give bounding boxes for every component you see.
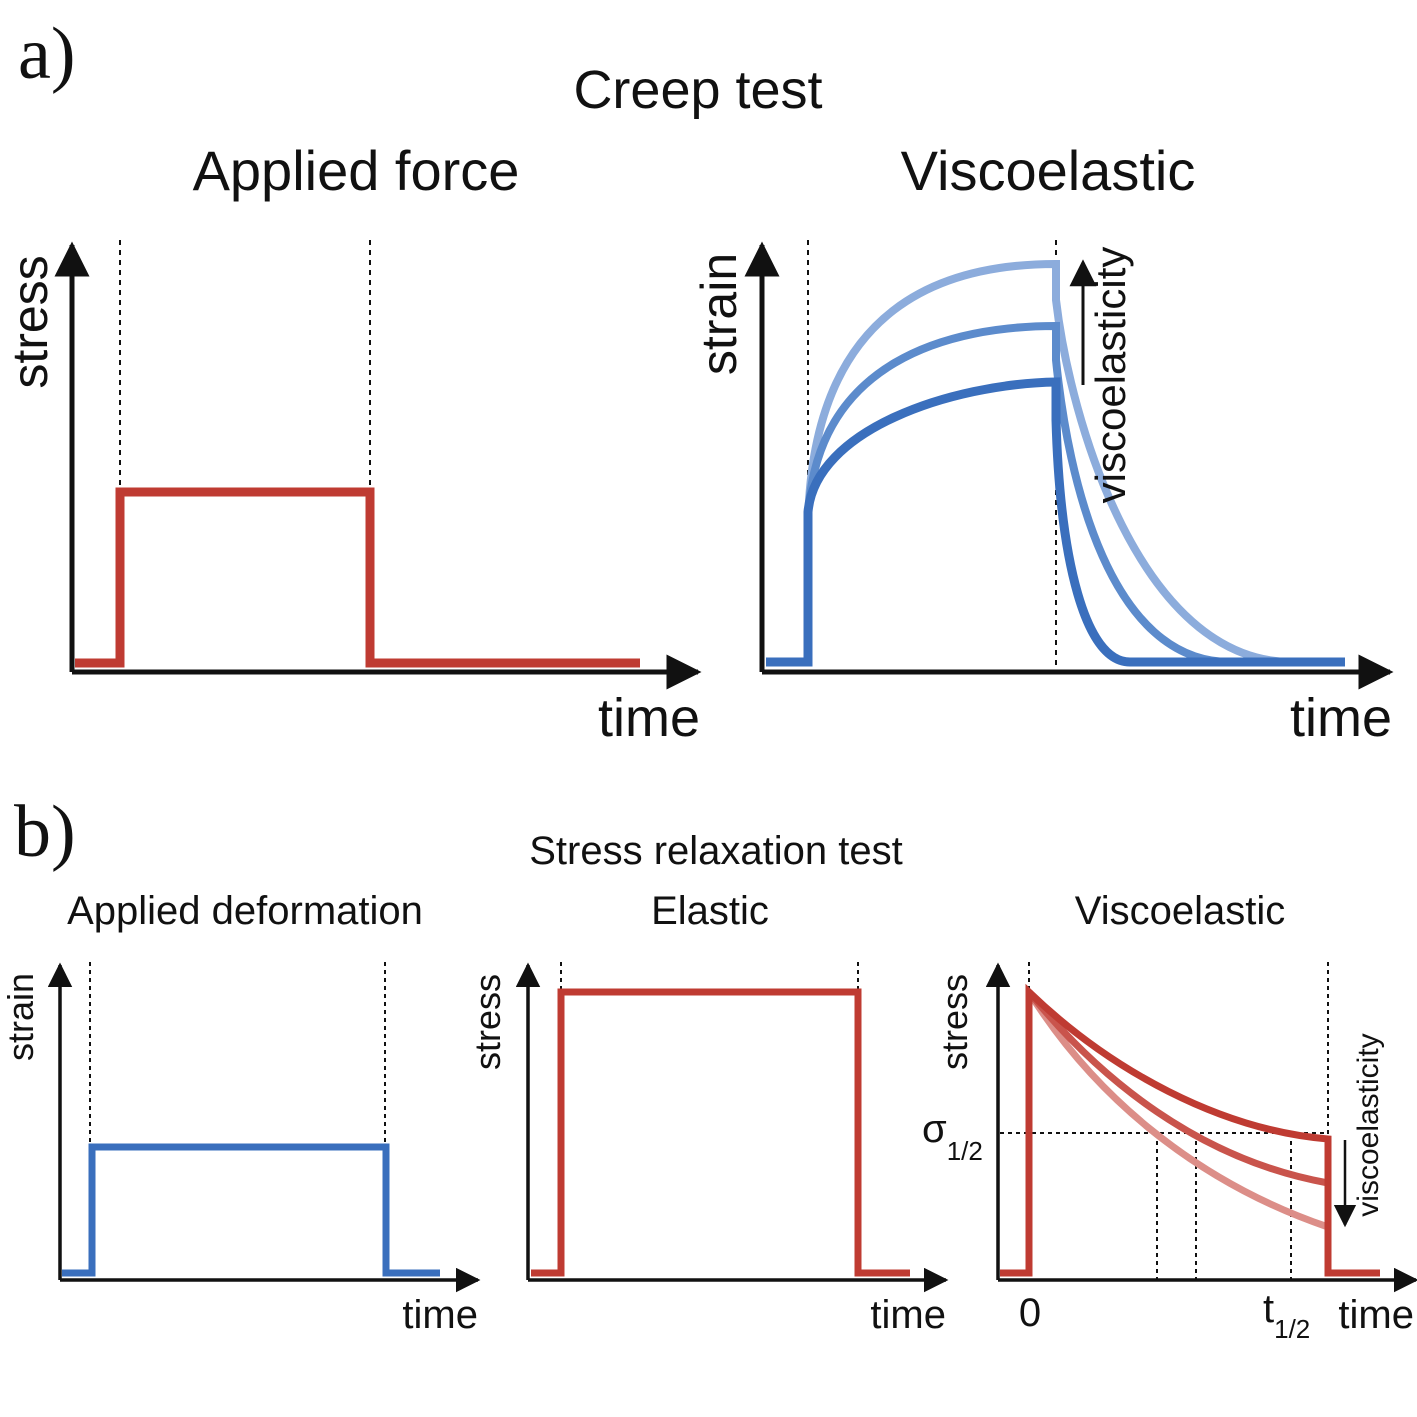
creep-curve-low-viscoelasticity [766,377,1345,667]
viscoelastic-subtitle: Viscoelastic [901,139,1196,202]
time-axis-label: time [1338,1293,1414,1337]
applied-deformation-subtitle: Applied deformation [67,889,423,933]
stress-axis-label: stress [934,974,975,1070]
sigma-symbol: σ [922,1107,947,1151]
viscoelasticity-label: viscoelasticity [1087,247,1134,504]
t-subscript: 1/2 [1274,1314,1310,1344]
creep-curve-high-viscoelasticity [804,259,1345,666]
strain-axis-label: strain [691,253,747,375]
t-half-label: t1/2 [1263,1287,1310,1344]
elastic-stress-curve [531,988,910,1277]
panel-b-letter: b) [14,791,76,873]
relaxation-curve-high-viscoelasticity [1026,990,1330,1231]
viscoelasticity-label: viscoelasticity [1352,1033,1385,1216]
relaxation-curve-medium-viscoelasticity [1026,989,1329,1187]
creep-test-title: Creep test [573,60,822,120]
time-axis-label: time [1290,688,1392,748]
applied-strain-curve [62,1143,440,1277]
applied-force-subtitle: Applied force [193,139,520,202]
time-axis-label: time [598,688,700,748]
panel-a-letter: a) [18,13,76,95]
applied-stress-curve [75,487,640,668]
time-axis-label: time [402,1293,478,1337]
stress-relaxation-title: Stress relaxation test [529,829,903,873]
viscoelastic-subtitle: Viscoelastic [1075,889,1285,933]
origin-label: 0 [1019,1291,1041,1335]
sigma-half-label: σ1/2 [922,1107,983,1166]
strain-axis-label: strain [0,973,41,1061]
relaxation-curve-low-viscoelasticity [1000,983,1380,1277]
creep-curve-medium-viscoelasticity [804,321,1345,666]
t-symbol: t [1263,1287,1274,1331]
time-axis-label: time [870,1293,946,1337]
stress-axis-label: stress [2,255,58,388]
sigma-subscript: 1/2 [947,1136,983,1166]
stress-axis-label: stress [467,974,508,1070]
elastic-subtitle: Elastic [651,889,769,933]
